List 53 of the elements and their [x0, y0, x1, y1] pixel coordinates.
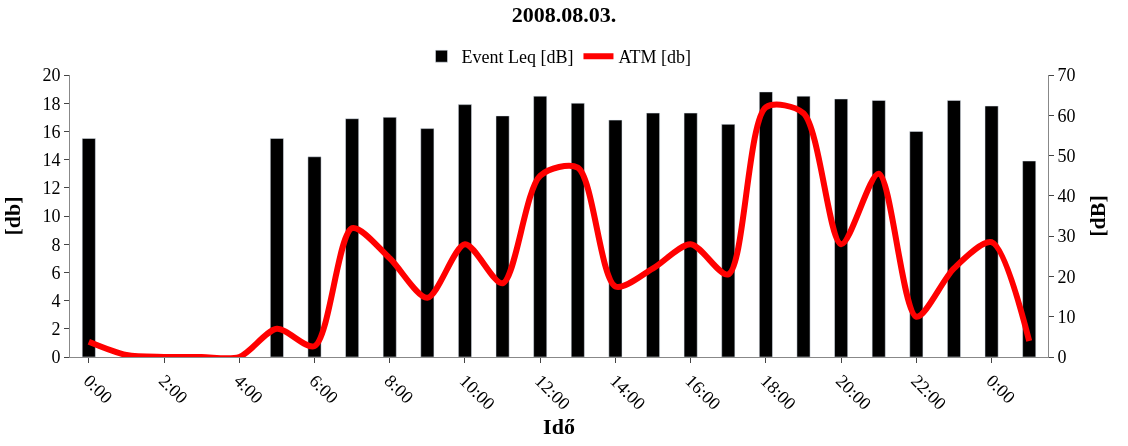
- y2-tick-label: 0: [1057, 347, 1067, 368]
- y-tick-label: 8: [51, 234, 61, 255]
- x-tick-label: 8:00: [380, 370, 418, 408]
- bar: [345, 118, 359, 357]
- legend-label: Event Leq [dB]: [461, 47, 574, 68]
- bar: [1022, 160, 1037, 357]
- y-tick-label: 16: [42, 121, 61, 142]
- y-axis-title: [db]: [0, 196, 26, 236]
- legend-label: ATM [db]: [618, 47, 691, 68]
- bar: [495, 115, 510, 357]
- y2-tick-label: 70: [1057, 65, 1076, 86]
- y2-axis-title: [dB]: [1085, 195, 1111, 237]
- y-tick-label: 14: [42, 149, 61, 170]
- bar: [721, 124, 736, 357]
- y-tick-label: 18: [42, 93, 61, 114]
- bar: [382, 117, 397, 357]
- y-tick-label: 2: [51, 319, 61, 340]
- bar: [909, 131, 924, 357]
- y2-tick-label: 60: [1057, 105, 1076, 126]
- x-axis-title: Idő: [543, 413, 575, 439]
- y-tick-label: 20: [42, 65, 61, 86]
- bar: [570, 102, 585, 357]
- y2-tick-label: 50: [1057, 145, 1076, 166]
- y2-tick-label: 30: [1057, 226, 1076, 247]
- y2-tick-label: 20: [1057, 266, 1076, 287]
- y2-tick-label: 10: [1057, 307, 1076, 328]
- bar: [81, 138, 96, 357]
- bar: [608, 119, 623, 357]
- chart-title: 2008.08.03.: [511, 2, 617, 28]
- y-tick-label: 10: [42, 206, 61, 227]
- bar: [458, 104, 472, 357]
- x-tick-label: 6:00: [305, 370, 343, 408]
- bar: [871, 100, 886, 357]
- x-tick-label: 4:00: [230, 370, 267, 408]
- x-tick-label: 0:00: [79, 370, 117, 408]
- y-tick-label: 0: [51, 347, 61, 368]
- bar: [796, 95, 811, 357]
- bar: [683, 112, 698, 357]
- bar: [947, 100, 961, 357]
- y-tick-label: 12: [42, 178, 61, 199]
- bar: [533, 95, 548, 357]
- bar: [984, 105, 999, 357]
- bar: [307, 156, 322, 357]
- y-tick-label: 6: [51, 262, 61, 283]
- x-tick-label: 2:00: [154, 370, 192, 408]
- bar: [420, 128, 435, 357]
- x-tick-label: 0:00: [982, 370, 1020, 408]
- y2-tick-label: 40: [1057, 186, 1076, 207]
- bar: [646, 112, 660, 357]
- bar: [759, 91, 773, 357]
- bar: [270, 138, 284, 357]
- bar: [834, 98, 848, 357]
- y-tick-label: 4: [51, 290, 61, 311]
